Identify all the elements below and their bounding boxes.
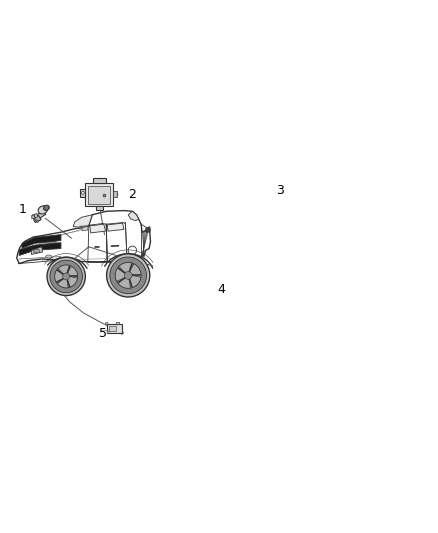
Text: 1: 1 <box>19 203 27 216</box>
Polygon shape <box>227 183 258 199</box>
Polygon shape <box>82 227 88 231</box>
Circle shape <box>37 220 39 222</box>
Ellipse shape <box>38 206 48 214</box>
Circle shape <box>206 290 208 293</box>
Bar <box>31 215 34 218</box>
Bar <box>93 178 106 183</box>
Bar <box>88 186 110 204</box>
Circle shape <box>34 219 36 221</box>
Ellipse shape <box>43 205 49 211</box>
Polygon shape <box>205 286 210 290</box>
Bar <box>109 326 117 331</box>
Circle shape <box>110 257 147 294</box>
Bar <box>116 322 120 324</box>
Polygon shape <box>22 235 61 248</box>
Bar <box>96 206 103 209</box>
Polygon shape <box>73 215 92 228</box>
Bar <box>241 192 246 196</box>
Bar <box>113 191 117 197</box>
Circle shape <box>124 271 132 279</box>
Bar <box>247 192 252 196</box>
Bar <box>106 324 122 333</box>
Polygon shape <box>36 211 46 219</box>
Circle shape <box>81 191 84 194</box>
Polygon shape <box>145 227 151 233</box>
Text: 3: 3 <box>276 184 284 197</box>
Polygon shape <box>128 211 139 221</box>
Text: 5: 5 <box>99 327 107 340</box>
Circle shape <box>55 265 78 288</box>
Circle shape <box>47 257 85 296</box>
Circle shape <box>103 194 106 197</box>
Text: 4: 4 <box>217 283 225 296</box>
Bar <box>241 186 246 190</box>
Polygon shape <box>19 243 61 255</box>
Polygon shape <box>32 247 42 254</box>
Polygon shape <box>107 223 124 231</box>
Circle shape <box>105 322 108 325</box>
Polygon shape <box>34 213 38 218</box>
Bar <box>32 214 35 217</box>
Ellipse shape <box>33 249 40 253</box>
Bar <box>85 183 113 206</box>
Bar <box>234 186 239 190</box>
Bar <box>234 192 239 196</box>
Text: 2: 2 <box>128 188 136 201</box>
Ellipse shape <box>46 255 52 258</box>
Circle shape <box>120 332 124 334</box>
Polygon shape <box>33 215 41 222</box>
Ellipse shape <box>45 206 48 209</box>
Circle shape <box>63 273 70 280</box>
Bar <box>247 186 252 190</box>
Circle shape <box>107 331 109 333</box>
Circle shape <box>205 288 210 294</box>
Circle shape <box>115 262 141 288</box>
Circle shape <box>50 260 82 293</box>
Polygon shape <box>90 224 106 233</box>
Circle shape <box>106 254 150 297</box>
Bar <box>80 189 85 197</box>
